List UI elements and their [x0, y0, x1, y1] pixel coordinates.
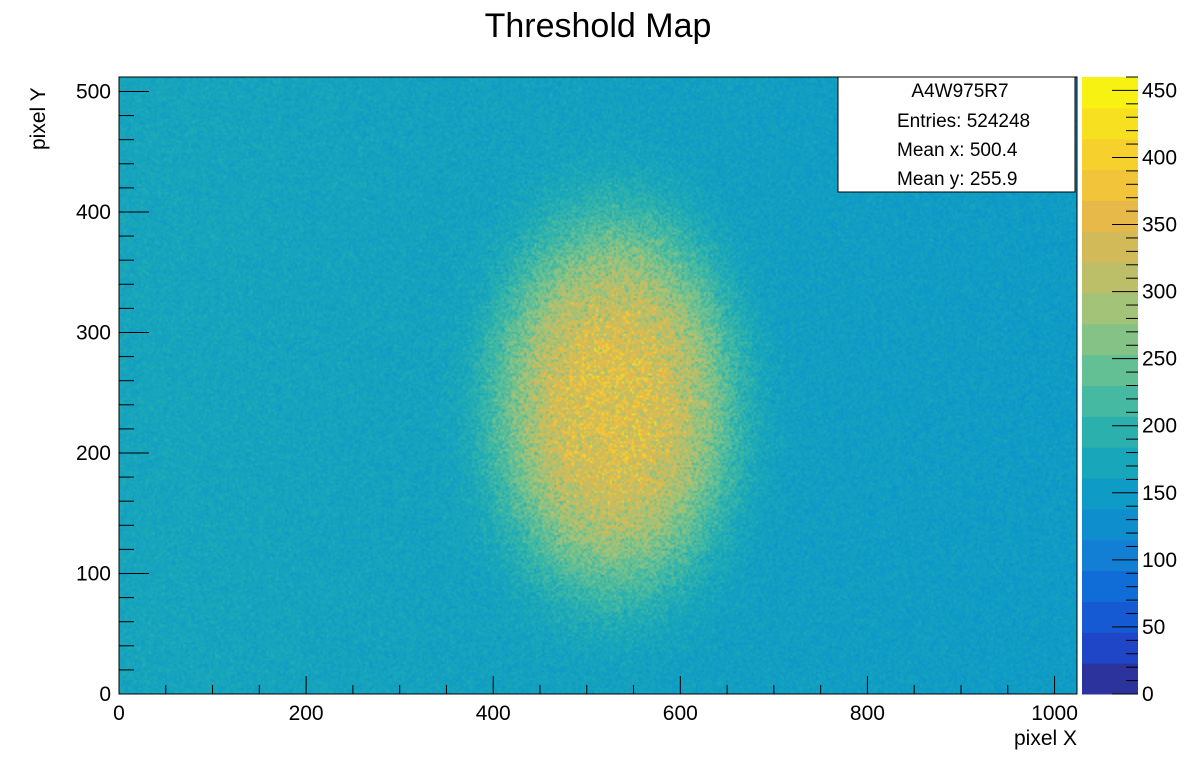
x-axis-label: pixel X	[1014, 727, 1077, 750]
colorbar-tick-label: 50	[1142, 616, 1165, 639]
y-axis: 0 100 200 300 400 500	[76, 80, 149, 706]
stats-histogram-name: A4W975R7	[911, 81, 1008, 102]
x-tick-label: 800	[850, 702, 885, 725]
x-tick-label: 0	[113, 702, 125, 725]
y-tick-label: 300	[76, 321, 111, 344]
chart-title: Threshold Map	[485, 7, 712, 45]
x-tick-label: 400	[476, 702, 511, 725]
y-tick-label: 100	[76, 562, 111, 585]
y-tick-label: 400	[76, 201, 111, 224]
colorbar-band	[1082, 416, 1138, 448]
colorbar-tick-label: 0	[1142, 683, 1154, 706]
colorbar-band	[1082, 169, 1138, 201]
colorbar-tick-label: 250	[1142, 348, 1177, 371]
colorbar-band	[1082, 663, 1138, 695]
color-scale-axis: 0 50 100 150 200 250 300 350 400 450	[1112, 76, 1177, 706]
colorbar-band	[1082, 508, 1138, 541]
x-tick-label: 600	[663, 702, 698, 725]
colorbar-band	[1082, 323, 1138, 356]
x-tick-label: 1000	[1031, 702, 1078, 725]
y-tick-label: 500	[76, 80, 111, 103]
colorbar-tick-label: 400	[1142, 146, 1177, 169]
x-axis: 0 200 400 600 800 1000	[113, 676, 1078, 725]
y-tick-label: 200	[76, 442, 111, 465]
plot-frame	[118, 76, 1078, 695]
colorbar-band	[1082, 77, 1138, 109]
colorbar-band	[1082, 632, 1138, 664]
colorbar-band	[1082, 601, 1138, 633]
colorbar-band	[1082, 231, 1138, 263]
x-tick-label: 200	[289, 702, 324, 725]
colorbar-band	[1082, 107, 1138, 140]
colorbar-tick-label: 200	[1142, 415, 1177, 438]
colorbar-band	[1082, 447, 1138, 479]
colorbar-band	[1082, 292, 1138, 325]
colorbar-tick-label: 100	[1142, 549, 1177, 572]
colorbar-band	[1082, 138, 1138, 171]
colorbar-tick-label: 350	[1142, 214, 1177, 237]
stats-entries: Entries: 524248	[897, 111, 1030, 132]
colorbar-band	[1082, 539, 1138, 572]
colorbar-band	[1082, 200, 1138, 232]
colorbar-band	[1082, 478, 1138, 510]
y-tick-label: 0	[99, 683, 111, 706]
colorbar-tick-label: 450	[1142, 79, 1177, 102]
stats-box: A4W975R7 Entries: 524248 Mean x: 500.4 M…	[837, 76, 1076, 193]
colorbar-band	[1082, 354, 1138, 386]
colorbar-tick-label: 300	[1142, 281, 1177, 304]
stats-mean-y: Mean y: 255.9	[897, 169, 1017, 190]
color-scale-bar	[1082, 77, 1138, 695]
colorbar-band	[1082, 385, 1138, 417]
y-axis-label: pixel Y	[27, 87, 50, 150]
stats-box-frame	[837, 76, 1076, 193]
colorbar-tick-label: 150	[1142, 482, 1177, 505]
stats-mean-x: Mean x: 500.4	[897, 140, 1018, 161]
